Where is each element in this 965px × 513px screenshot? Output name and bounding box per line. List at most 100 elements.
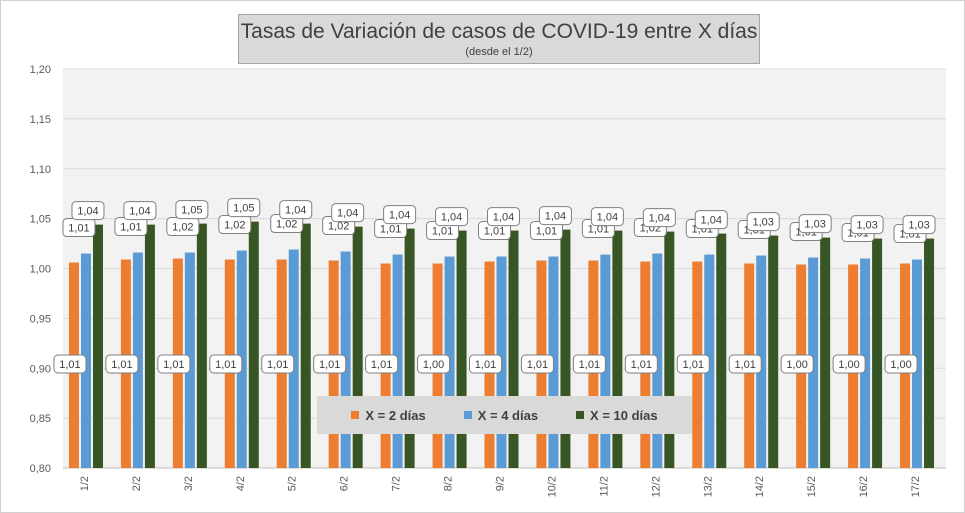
data-label-x10-box <box>798 214 832 234</box>
data-label-x10: 1,04 <box>285 205 306 217</box>
data-label-x10-box <box>746 212 780 232</box>
data-label-x10: 1,04 <box>129 206 150 218</box>
data-label-x10-box <box>279 200 313 220</box>
data-label-x10-box <box>487 207 520 227</box>
data-label-x2-box <box>313 354 347 374</box>
bar-x-10-d-as <box>144 224 155 468</box>
data-label-x10-box <box>694 210 728 230</box>
data-label-x4: 1,01 <box>120 222 141 234</box>
y-tick-label: 1,05 <box>30 214 51 226</box>
data-label-x2: 1,01 <box>111 359 132 371</box>
data-label-x2-box <box>728 354 762 374</box>
data-label-x4: 1,01 <box>68 223 89 235</box>
x-tick-label: 2/2 <box>131 476 143 491</box>
data-label-x2-box <box>520 354 554 374</box>
data-label-x2-box <box>884 354 918 374</box>
legend-swatch <box>576 411 585 419</box>
data-label-x10: 1,04 <box>493 212 514 224</box>
bar-x-10-d-as <box>872 238 883 468</box>
data-label-x2-box <box>105 354 139 374</box>
data-label-x2-box <box>572 354 606 374</box>
bar-x-10-d-as <box>404 228 415 468</box>
data-label-x10: 1,05 <box>233 203 254 215</box>
data-label-x2: 1,00 <box>423 359 444 371</box>
data-label-x10-box <box>642 208 676 228</box>
legend-label: X = 10 días <box>590 407 658 423</box>
legend-item-x2: X = 2 días <box>351 408 426 423</box>
x-tick-label: 3/2 <box>183 476 195 491</box>
data-label-x2: 1,01 <box>527 359 548 371</box>
x-tick-label: 10/2 <box>546 476 558 497</box>
legend: X = 2 días X = 4 días X = 10 días <box>317 396 692 434</box>
data-label-x2: 1,00 <box>838 359 859 371</box>
data-label-x2-box <box>417 354 451 374</box>
data-label-x10: 1,04 <box>701 215 722 227</box>
data-label-x4: 1,01 <box>432 226 453 238</box>
data-label-x10: 1,04 <box>545 211 566 223</box>
data-label-x2-box <box>365 354 399 374</box>
data-label-x4: 1,02 <box>276 219 297 231</box>
y-tick-label: 0,80 <box>30 463 51 475</box>
bar-x-10-d-as <box>196 223 207 468</box>
bar-x-10-d-as <box>716 233 727 468</box>
bar-x-10-d-as <box>456 230 467 468</box>
x-tick-label: 17/2 <box>910 476 922 497</box>
data-label-x2: 1,01 <box>163 359 184 371</box>
data-label-x10: 1,04 <box>337 208 358 220</box>
data-label-x10: 1,05 <box>181 205 202 217</box>
legend-item-x10: X = 10 días <box>576 408 658 423</box>
data-label-x4: 1,01 <box>536 226 557 238</box>
x-tick-label: 4/2 <box>235 476 247 491</box>
data-label-x10-box <box>383 205 417 225</box>
data-label-x10: 1,03 <box>908 220 929 232</box>
bar-x-10-d-as <box>300 223 311 468</box>
data-label-x2: 1,01 <box>371 359 392 371</box>
chart-title: Tasas de Variación de casos de COVID-19 … <box>240 20 758 43</box>
data-label-x10-box <box>123 201 157 221</box>
data-label-x4: 1,01 <box>588 224 609 236</box>
data-label-x2: 1,01 <box>59 359 80 371</box>
data-label-x2: 1,01 <box>631 359 652 371</box>
data-label-x2: 1,00 <box>890 359 911 371</box>
y-tick-label: 1,20 <box>30 64 51 76</box>
legend-item-x4: X = 4 días <box>463 408 538 423</box>
data-label-x2-box <box>53 354 87 374</box>
x-tick-label: 6/2 <box>339 476 351 491</box>
x-tick-label: 1/2 <box>79 476 91 491</box>
data-label-x10-box <box>590 207 624 227</box>
data-label-x10: 1,04 <box>77 206 98 218</box>
data-label-x2-box <box>676 354 710 374</box>
y-tick-label: 0,95 <box>30 313 51 325</box>
y-tick-label: 1,10 <box>30 164 51 176</box>
y-tick-label: 0,85 <box>30 413 51 425</box>
y-tick-label: 1,15 <box>30 114 51 126</box>
data-label-x2: 1,01 <box>267 359 288 371</box>
data-label-x2-box <box>209 354 243 374</box>
data-label-x10: 1,04 <box>597 212 618 224</box>
data-label-x2: 1,01 <box>475 359 496 371</box>
data-label-x10: 1,03 <box>856 220 877 232</box>
bar-x-10-d-as <box>352 226 363 468</box>
x-tick-label: 12/2 <box>650 476 662 497</box>
data-label-x10: 1,03 <box>804 219 825 231</box>
data-label-x10-box <box>850 215 884 235</box>
data-label-x10-box <box>435 207 469 227</box>
x-tick-label: 8/2 <box>443 476 455 491</box>
x-tick-label: 14/2 <box>754 476 766 497</box>
data-label-x10-box <box>538 206 572 226</box>
bar-x-10-d-as <box>612 230 623 468</box>
data-label-x10: 1,04 <box>441 212 462 224</box>
bar-x-10-d-as <box>768 235 779 468</box>
data-label-x10-box <box>175 200 209 220</box>
data-label-x10-box <box>902 215 936 235</box>
data-label-x4: 1,02 <box>328 221 349 233</box>
bar-x-10-d-as <box>508 230 519 468</box>
bar-x-10-d-as <box>560 229 571 468</box>
bar-x-10-d-as <box>820 237 831 468</box>
legend-swatch <box>463 411 472 419</box>
y-tick-label: 1,00 <box>30 264 51 276</box>
data-label-x10-box <box>227 198 261 218</box>
data-label-x10-box <box>71 201 105 221</box>
x-tick-label: 11/2 <box>598 476 610 497</box>
